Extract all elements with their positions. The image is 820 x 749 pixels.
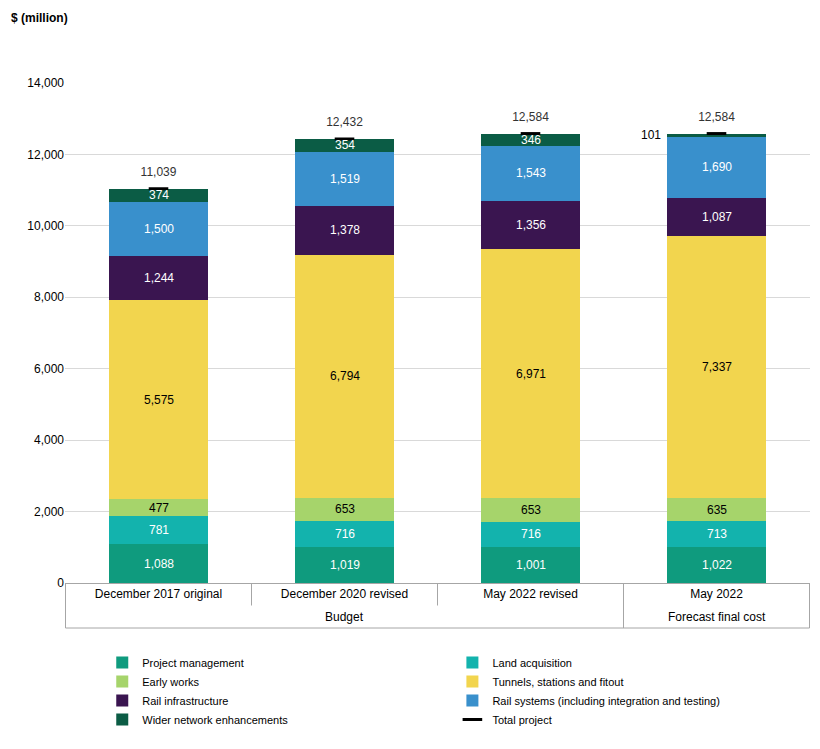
svg-text:1,378: 1,378 (330, 223, 360, 237)
svg-text:1,019: 1,019 (330, 558, 360, 572)
svg-text:12,432: 12,432 (326, 115, 363, 129)
svg-text:1,356: 1,356 (516, 218, 546, 232)
svg-text:6,971: 6,971 (516, 367, 546, 381)
svg-text:1,088: 1,088 (144, 557, 174, 571)
svg-text:1,690: 1,690 (702, 160, 732, 174)
svg-text:1,087: 1,087 (702, 210, 732, 224)
svg-text:2,000: 2,000 (34, 505, 64, 519)
svg-text:Tunnels, stations and fitout: Tunnels, stations and fitout (492, 676, 623, 688)
svg-text:1,244: 1,244 (144, 271, 174, 285)
svg-text:May 2022: May 2022 (690, 587, 743, 601)
svg-text:Rail systems (including integr: Rail systems (including integration and … (492, 695, 719, 707)
svg-text:December 2020 revised: December 2020 revised (281, 587, 408, 601)
svg-text:653: 653 (335, 502, 355, 516)
svg-text:1,500: 1,500 (144, 222, 174, 236)
svg-text:635: 635 (707, 503, 727, 517)
svg-text:Early works: Early works (142, 676, 199, 688)
svg-text:716: 716 (335, 527, 355, 541)
svg-text:653: 653 (521, 503, 541, 517)
svg-text:6,794: 6,794 (330, 369, 360, 383)
svg-text:713: 713 (707, 527, 727, 541)
svg-text:346: 346 (521, 133, 541, 147)
svg-text:11,039: 11,039 (141, 165, 177, 179)
svg-text:Total project: Total project (492, 714, 551, 726)
svg-text:781: 781 (149, 523, 169, 537)
svg-text:101: 101 (641, 128, 661, 142)
svg-text:Forecast final cost: Forecast final cost (668, 610, 766, 624)
svg-text:354: 354 (335, 138, 355, 152)
svg-text:716: 716 (521, 527, 541, 541)
svg-text:6,000: 6,000 (34, 362, 64, 376)
svg-text:1,543: 1,543 (516, 166, 546, 180)
svg-text:10,000: 10,000 (27, 219, 64, 233)
svg-text:1,001: 1,001 (516, 558, 546, 572)
svg-text:0: 0 (57, 576, 64, 590)
svg-text:477: 477 (149, 501, 169, 515)
svg-text:1,519: 1,519 (330, 172, 360, 186)
svg-text:Project management: Project management (142, 657, 244, 669)
svg-text:$ (million): $ (million) (11, 11, 68, 25)
svg-text:Wider network enhancements: Wider network enhancements (142, 714, 288, 726)
svg-text:12,000: 12,000 (27, 148, 64, 162)
svg-text:8,000: 8,000 (34, 290, 64, 304)
svg-text:12,584: 12,584 (698, 110, 735, 124)
svg-text:7,337: 7,337 (702, 360, 732, 374)
svg-text:May 2022 revised: May 2022 revised (483, 587, 578, 601)
svg-text:5,575: 5,575 (144, 393, 174, 407)
svg-text:1,022: 1,022 (702, 558, 732, 572)
svg-text:12,584: 12,584 (512, 110, 549, 124)
svg-text:Rail infrastructure: Rail infrastructure (142, 695, 228, 707)
svg-text:Land acquisition: Land acquisition (492, 657, 572, 669)
svg-text:Budget: Budget (325, 610, 364, 624)
svg-text:14,000: 14,000 (27, 76, 64, 90)
svg-text:374: 374 (149, 188, 169, 202)
svg-text:4,000: 4,000 (34, 433, 64, 447)
svg-text:December 2017 original: December 2017 original (95, 587, 222, 601)
